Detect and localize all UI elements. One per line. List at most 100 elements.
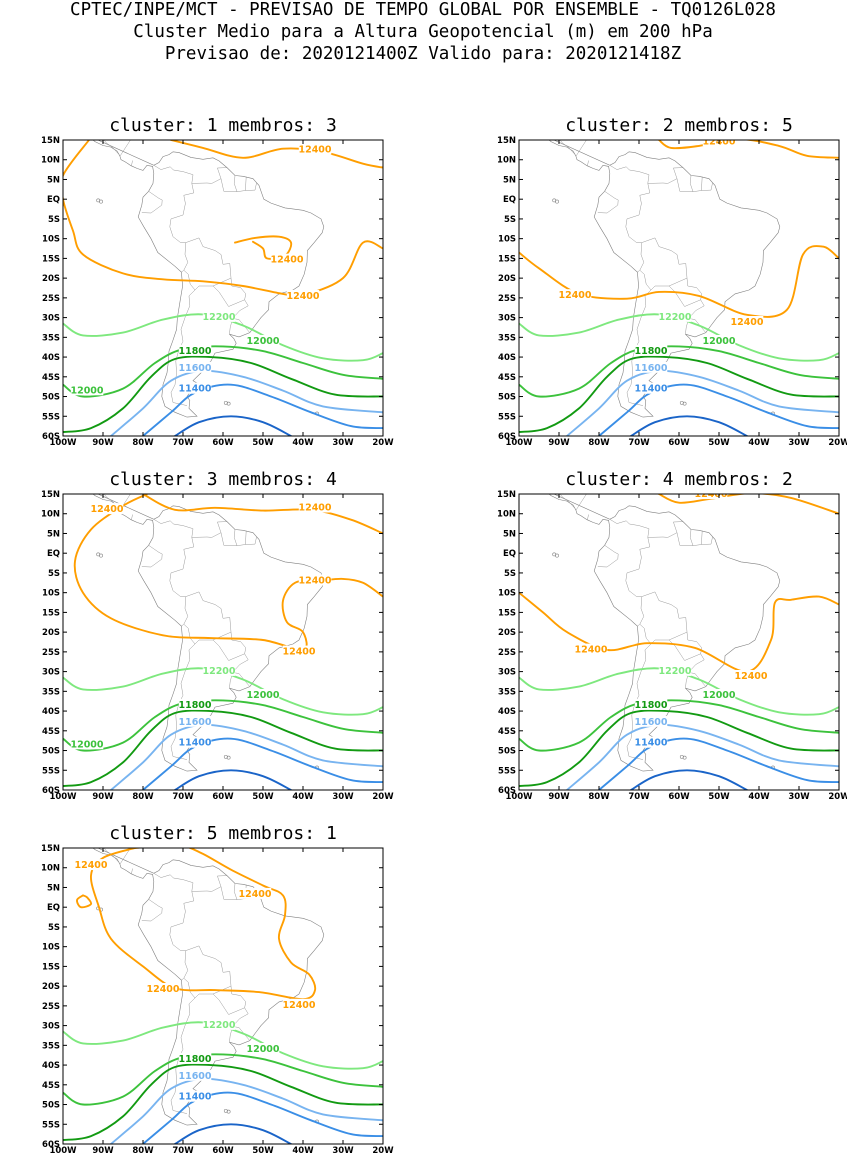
lat-tick-label: 10S [498,235,516,245]
country-border [647,167,684,184]
lat-tick-label: 55S [42,766,60,776]
country-border [191,521,228,538]
contour-label-bg [246,335,280,346]
country-border [170,270,196,406]
contour-label-bg [634,736,668,748]
lon-tick-label: 20W [828,792,847,802]
contour-label-bg [282,998,316,1010]
contour-label-bg [146,983,180,994]
lat-tick-label: 30S [42,668,60,678]
contour-11200 [174,415,292,436]
contour-label-bg [178,1069,212,1081]
lat-tick-label: 10N [41,864,60,874]
country-border [191,167,228,184]
contour-11200 [630,415,748,436]
island-marker [682,755,687,760]
lon-tick-label: 20W [372,1146,394,1156]
contour-label-12400: 12400 [734,671,767,682]
contour-label-bg [658,310,692,322]
contour-label-11400: 11400 [178,384,211,395]
country-border [170,978,196,1114]
contour-label-bg [634,382,668,394]
contour-label-11800: 11800 [178,346,211,357]
contour-label-bg [634,344,668,356]
lat-tick-label: 20S [42,628,60,638]
contour-label-12400: 12400 [298,503,331,514]
lon-tick-label: 70W [172,1146,194,1156]
lon-tick-label: 80W [132,792,154,802]
lon-tick-label: 50W [708,438,730,448]
contour-label-12200: 12200 [658,666,691,677]
lon-tick-label: 50W [252,792,274,802]
panel-title: cluster: 3 membros: 4 [109,469,337,490]
lon-tick-label: 20W [372,792,394,802]
lat-tick-label: 25S [42,294,60,304]
contour-12400 [658,140,839,159]
lat-tick-label: EQ [503,195,516,205]
lat-tick-label: 60S [42,1140,60,1150]
map-content: 12200 12000 11800 11600 11400 12000 12400 12400… [63,140,383,436]
lat-tick-label: 45S [42,1081,60,1091]
country-border [220,178,257,192]
lat-tick-label: 50S [42,393,60,403]
lat-tick-label: 30S [498,314,516,324]
lon-tick-label: 90W [548,792,570,802]
contour-label-12400: 12400 [270,255,303,266]
contour-11400 [598,737,839,790]
contour-label-bg [178,1052,212,1064]
contour-12400 [63,140,383,298]
contour-label-11400: 11400 [634,384,667,395]
island-marker [552,552,557,557]
contour-label-12400: 12400 [146,984,179,995]
contour-label-12400: 12400 [282,647,315,658]
contour-label-11800: 11800 [178,700,211,711]
map-background [63,848,383,1144]
lat-tick-label: 55S [498,412,516,422]
lat-tick-label: 15S [498,608,516,618]
lat-tick-label: 50S [42,1101,60,1111]
contour-11200 [174,1123,292,1144]
lon-tick-label: 60W [212,1146,234,1156]
country-border [245,530,247,545]
lat-tick-label: 25S [498,648,516,658]
lon-tick-label: 40W [292,792,314,802]
country-border [141,191,163,214]
lat-tick-label: EQ [47,549,60,559]
contour-label-bg [178,361,212,373]
map-background [519,494,839,790]
contour-label-11600: 11600 [178,717,211,728]
lat-tick-label: EQ [47,195,60,205]
lat-tick-label: 5S [504,569,516,579]
lon-tick-label: 100W [505,792,533,802]
lat-tick-label: 40S [42,1061,60,1071]
map-background [63,140,383,436]
lon-tick-label: 70W [628,792,650,802]
lat-tick-label: 20S [42,274,60,284]
lon-tick-label: 20W [372,438,394,448]
lat-tick-label: 55S [498,766,516,776]
contour-label-12000: 12000 [70,385,103,396]
country-border [641,237,688,291]
contour-label-bg [634,361,668,373]
contour-label-12200: 12200 [202,666,235,677]
country-border [689,175,694,192]
lon-tick-label: 80W [132,1146,154,1156]
lat-tick-label: 5N [503,529,516,539]
lat-tick-label: 20S [498,274,516,284]
lat-tick-label: 25S [42,1002,60,1012]
lat-tick-label: 40S [498,707,516,717]
country-border [689,529,694,546]
country-border [153,519,195,570]
contour-label-11400: 11400 [178,738,211,749]
island-marker [226,401,231,406]
lat-tick-label: 20S [42,982,60,992]
contour-label-12400: 12400 [730,317,763,328]
contour-11800 [63,355,383,434]
lat-tick-label: 15N [497,136,516,146]
contour-label-12200: 12200 [658,312,691,323]
lat-tick-label: 10S [42,589,60,599]
country-border [104,848,131,865]
contour-11400 [142,737,383,790]
contour-12400 [234,235,293,260]
lat-tick-label: 15S [498,254,516,264]
